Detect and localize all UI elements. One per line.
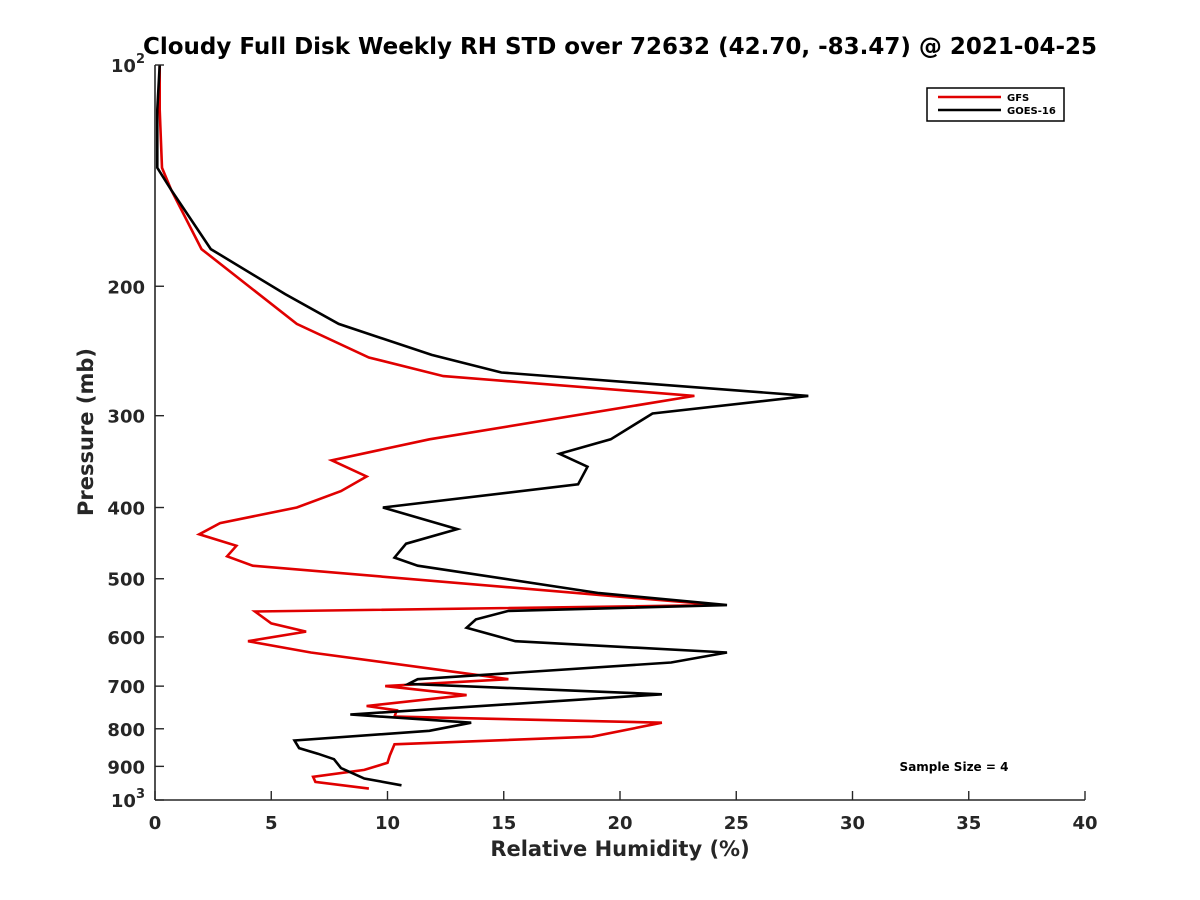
legend-label-goes-16: GOES-16 bbox=[1007, 106, 1056, 117]
x-tick-label: 0 bbox=[149, 813, 162, 834]
sample-size-annotation: Sample Size = 4 bbox=[900, 760, 1009, 774]
legend-box bbox=[926, 87, 1065, 122]
x-tick-label: 5 bbox=[265, 813, 278, 834]
x-tick-label: 35 bbox=[956, 813, 981, 834]
chart-title: Cloudy Full Disk Weekly RH STD over 7263… bbox=[143, 34, 1097, 60]
series-layer bbox=[156, 64, 809, 790]
series-line-goes-16 bbox=[156, 64, 809, 787]
x-tick-label: 15 bbox=[491, 813, 516, 834]
plot-area: 0 5 10 15 20 25 30 35 40 102 200 300 400 500 600 700 80… bbox=[107, 52, 1097, 834]
y-tick-label: 700 bbox=[107, 677, 145, 698]
legend: GFS GOES-16 bbox=[926, 87, 1065, 122]
y-tick-label: 102 bbox=[111, 52, 145, 77]
y-tick-label: 500 bbox=[107, 570, 145, 591]
y-tick-label: 300 bbox=[107, 407, 145, 428]
y-tick-label: 800 bbox=[107, 720, 145, 741]
legend-label-gfs: GFS bbox=[1007, 93, 1029, 104]
x-tick-label: 25 bbox=[724, 813, 749, 834]
y-tick-label: 200 bbox=[107, 277, 145, 298]
x-ticks: 0 5 10 15 20 25 30 35 40 bbox=[149, 791, 1098, 834]
y-axis-label: Pressure (mb) bbox=[74, 348, 98, 516]
y-ticks: 102 200 300 400 500 600 700 800 900 103 bbox=[107, 52, 164, 812]
series-line-gfs bbox=[158, 65, 721, 790]
x-axis-label: Relative Humidity (%) bbox=[490, 837, 749, 861]
x-tick-label: 40 bbox=[1072, 813, 1097, 834]
y-tick-label: 600 bbox=[107, 628, 145, 649]
x-tick-label: 10 bbox=[375, 813, 400, 834]
x-tick-label: 30 bbox=[840, 813, 865, 834]
y-tick-label: 400 bbox=[107, 499, 145, 520]
x-tick-label: 20 bbox=[607, 813, 632, 834]
y-tick-label: 103 bbox=[111, 787, 145, 812]
y-tick-label: 900 bbox=[107, 757, 145, 778]
